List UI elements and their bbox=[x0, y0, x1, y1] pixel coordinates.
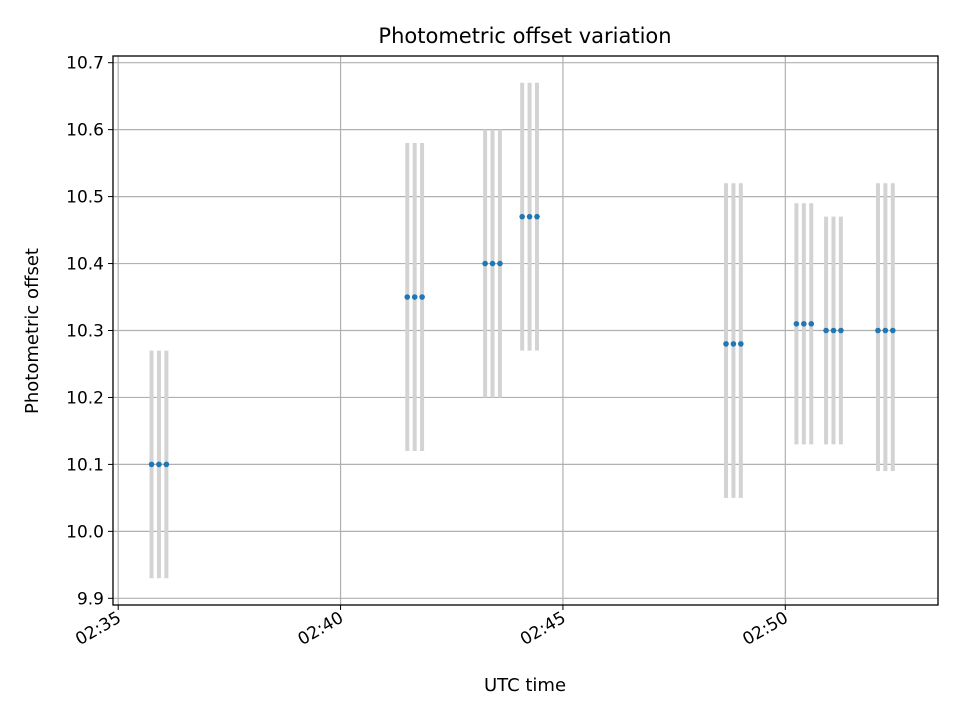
point-layer bbox=[148, 213, 896, 468]
chart-title: Photometric offset variation bbox=[378, 24, 671, 48]
data-point bbox=[148, 461, 155, 468]
y-tick-label: 9.9 bbox=[77, 589, 104, 609]
x-tick-label: 02:45 bbox=[517, 608, 569, 650]
data-point bbox=[156, 461, 162, 468]
x-tick-label: 02:40 bbox=[295, 608, 347, 650]
x-tick-label: 02:35 bbox=[72, 608, 124, 650]
y-tick-label: 10.5 bbox=[66, 188, 104, 208]
tick-layer: 9.9 10.0 10.1 10.2 10.3 10.4 10.5 10.6 10.7 02:35… bbox=[66, 54, 792, 650]
data-point bbox=[526, 213, 533, 220]
data-point bbox=[808, 321, 815, 327]
data-point bbox=[163, 461, 170, 468]
grid-layer bbox=[113, 56, 938, 605]
data-point bbox=[489, 260, 496, 267]
y-tick-label: 10.6 bbox=[66, 121, 104, 141]
data-point bbox=[482, 260, 488, 267]
data-point bbox=[823, 327, 829, 334]
data-point bbox=[730, 341, 737, 347]
data-point bbox=[419, 294, 425, 300]
data-point bbox=[411, 294, 418, 300]
y-tick-label: 10.4 bbox=[66, 255, 104, 275]
y-tick-label: 10.7 bbox=[66, 54, 104, 74]
data-point bbox=[497, 260, 503, 267]
data-point bbox=[875, 327, 881, 334]
y-tick-label: 10.0 bbox=[66, 522, 104, 542]
y-tick-label: 10.2 bbox=[66, 388, 104, 408]
y-tick-label: 10.1 bbox=[66, 455, 104, 475]
data-point bbox=[793, 321, 800, 327]
x-tick-label: 02:50 bbox=[739, 608, 791, 650]
data-point bbox=[404, 294, 411, 300]
data-point bbox=[830, 327, 837, 334]
data-point bbox=[889, 327, 896, 334]
data-point bbox=[882, 327, 889, 334]
y-axis-title: Photometric offset bbox=[22, 248, 43, 414]
data-point bbox=[838, 327, 844, 334]
data-point bbox=[723, 341, 729, 347]
data-point bbox=[801, 321, 807, 327]
data-point bbox=[738, 341, 744, 347]
y-tick-label: 10.3 bbox=[66, 322, 104, 342]
data-point bbox=[534, 213, 540, 220]
x-axis-title: UTC time bbox=[484, 675, 566, 696]
data-point bbox=[519, 213, 525, 220]
